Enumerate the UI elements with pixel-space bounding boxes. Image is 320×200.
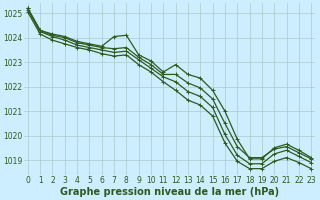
X-axis label: Graphe pression niveau de la mer (hPa): Graphe pression niveau de la mer (hPa)	[60, 187, 279, 197]
